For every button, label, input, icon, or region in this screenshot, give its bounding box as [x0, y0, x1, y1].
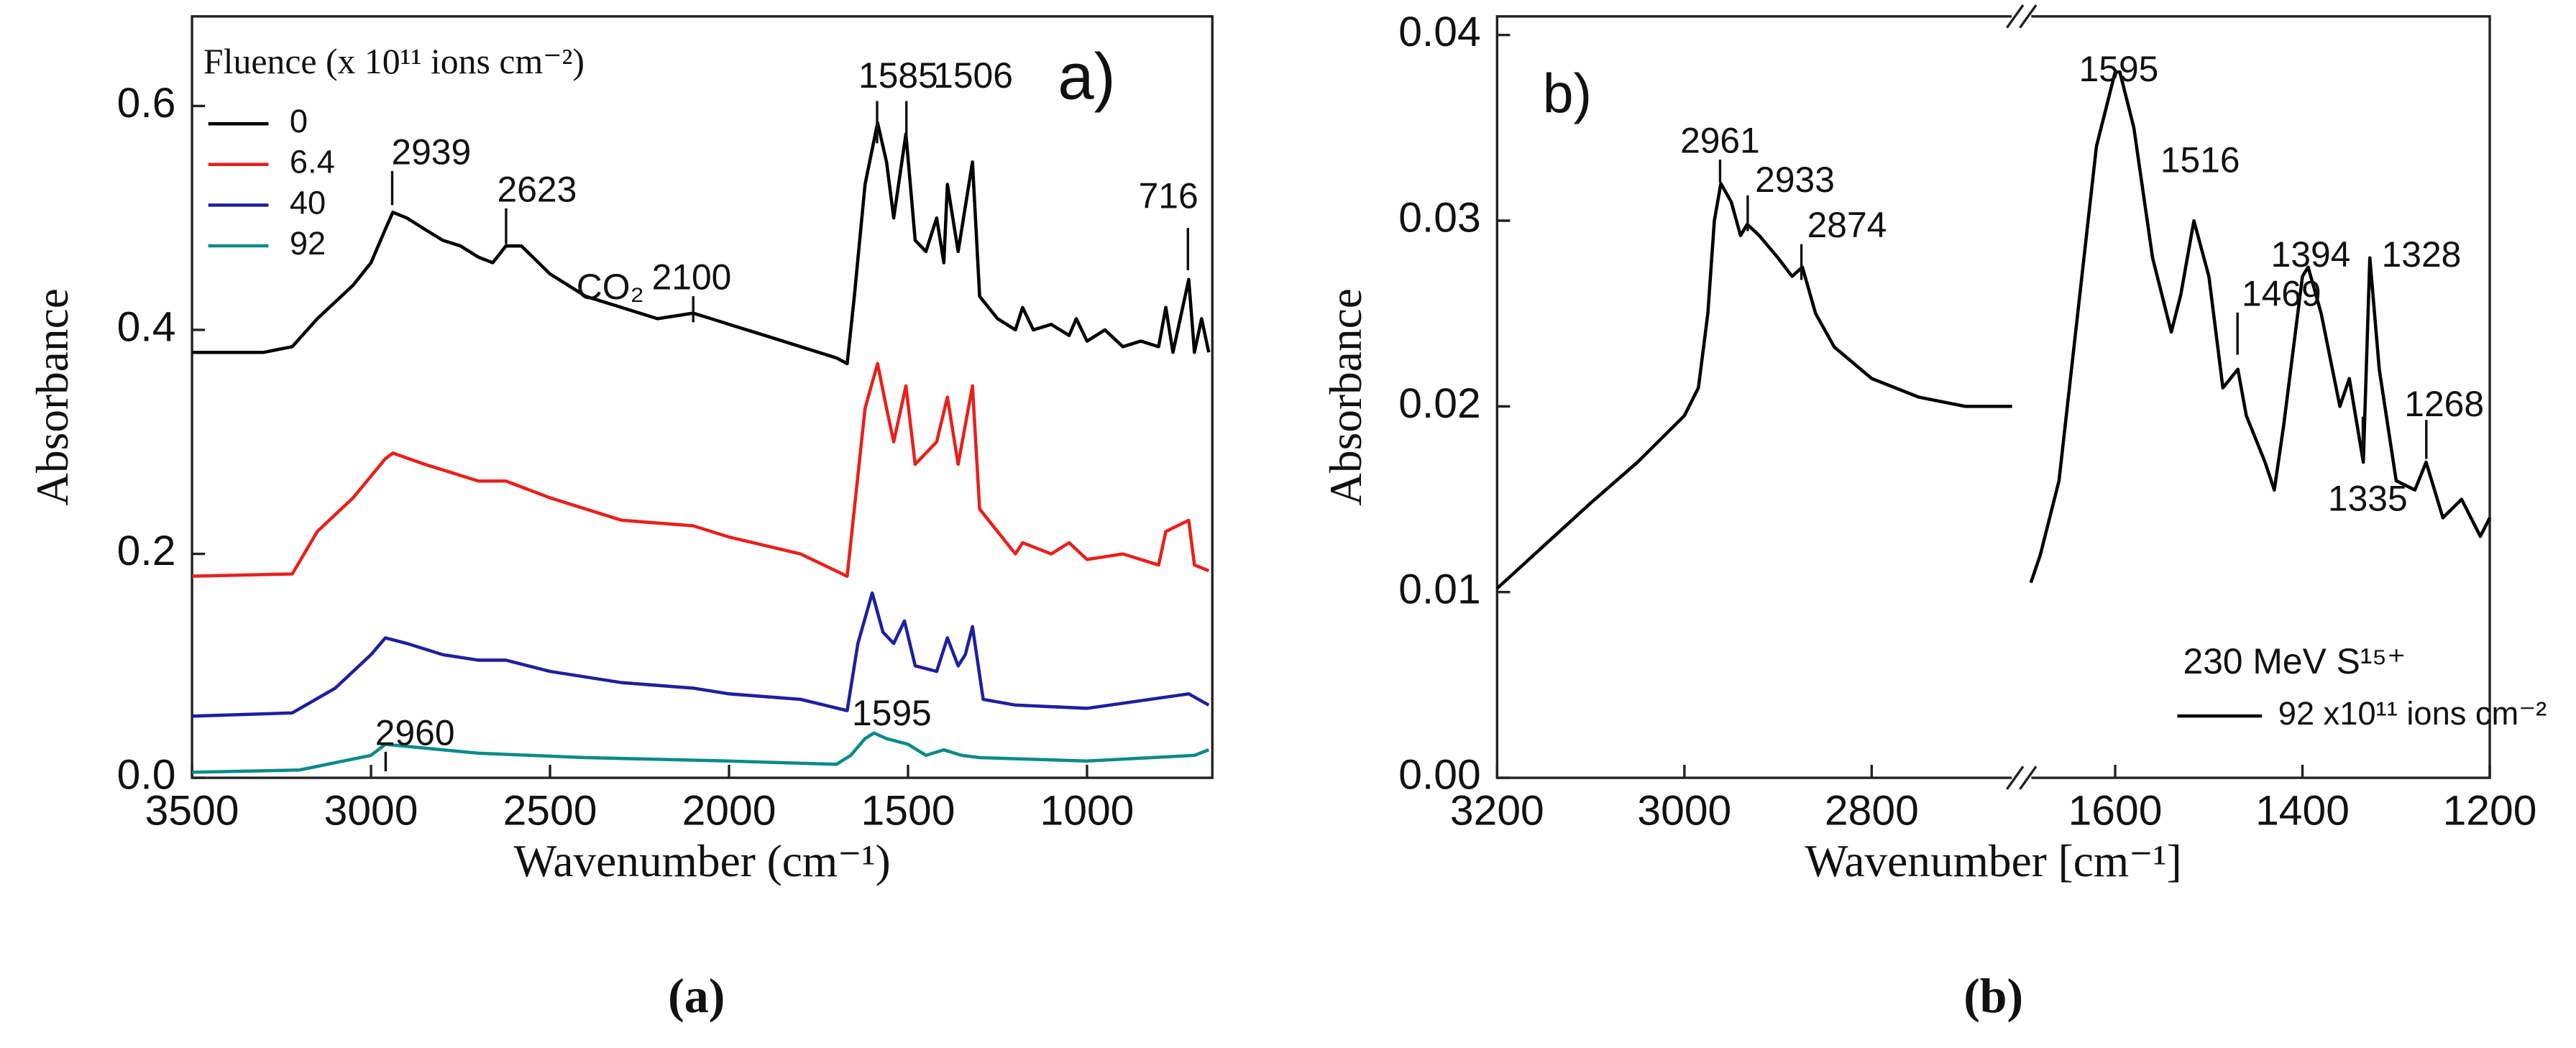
panel-caption: (b)	[1963, 968, 2023, 1023]
annotation: 1268	[2404, 384, 2484, 424]
annotation: 1335	[2328, 478, 2408, 518]
y-tick-label: 0.6	[117, 80, 176, 127]
y-tick-label: 0.03	[1398, 195, 1481, 242]
annotation: 2623	[498, 169, 577, 209]
y-axis-title: Absorbance	[1321, 288, 1371, 506]
panel-label: a)	[1058, 40, 1115, 113]
x-tick-label: 1400	[2255, 787, 2350, 834]
series-line	[192, 731, 1210, 774]
legend-label: 92	[290, 225, 326, 262]
annotation: 2939	[391, 132, 471, 172]
annotation: 2960	[375, 712, 455, 753]
axis-break-mark	[2006, 766, 2025, 790]
x-axis-title: Wavenumber (cm⁻¹)	[514, 836, 891, 886]
x-tick-label: 1200	[2443, 787, 2537, 834]
y-tick-label: 0.01	[1398, 566, 1481, 612]
legend-title: Fluence (x 10¹¹ ions cm⁻²)	[203, 42, 585, 81]
x-tick-label: 3500	[145, 787, 239, 834]
axis-break-mark	[2019, 4, 2038, 29]
series-line	[192, 362, 1210, 578]
series-line	[192, 591, 1210, 718]
y-tick-label: 0.04	[1398, 9, 1481, 55]
annotation: 2933	[1755, 160, 1835, 200]
y-tick-label: 0.0	[117, 752, 176, 799]
annotation: 1516	[2160, 140, 2240, 180]
x-tick-label: 1000	[1040, 787, 1135, 834]
legend-label: 40	[290, 184, 326, 221]
axis-break-mark	[2006, 4, 2025, 29]
annotation: 1595	[2079, 49, 2159, 89]
x-tick-label: 3200	[1450, 787, 1544, 834]
y-axis-title: Absorbance	[27, 288, 78, 506]
x-tick-label: 3000	[1637, 787, 1731, 834]
y-tick-label: 0.2	[117, 528, 176, 574]
annotation: 1469	[2242, 273, 2321, 313]
annotation: 1394	[2271, 234, 2351, 275]
y-tick-label: 0.00	[1398, 752, 1481, 799]
x-tick-label: 1600	[2068, 787, 2163, 834]
plot-frame	[1495, 15, 2491, 779]
annotation: 1506	[933, 55, 1013, 96]
y-tick-label: 0.02	[1398, 380, 1481, 427]
x-axis-title: Wavenumber [cm⁻¹]	[1805, 836, 2182, 886]
legend-label: 6.4	[290, 144, 335, 180]
annotation: 230 MeV S¹⁵⁺	[2183, 641, 2406, 681]
annotation: 1595	[852, 693, 932, 733]
annotation: 1328	[2382, 234, 2462, 275]
series-line	[192, 121, 1211, 366]
annotation: 716	[1139, 175, 1198, 216]
x-tick-label: 2000	[682, 787, 776, 834]
panel-label: b)	[1543, 63, 1592, 124]
x-tick-label: 2500	[503, 787, 597, 834]
x-tick-label: 3000	[324, 787, 418, 834]
series-line	[1495, 70, 2492, 590]
plot-frame	[191, 15, 1214, 779]
x-tick-label: 2800	[1825, 787, 1919, 834]
panel-caption: (a)	[668, 968, 725, 1023]
legend-label: 92 x10¹¹ ions cm⁻²	[2278, 695, 2547, 732]
axis-break-mark	[2019, 766, 2038, 790]
annotation: 2100	[652, 257, 732, 298]
annotation: 2961	[1680, 121, 1760, 161]
y-tick-label: 0.4	[117, 304, 176, 351]
x-tick-label: 1500	[861, 787, 955, 834]
legend-label: 0	[290, 103, 308, 139]
annotation: CO₂	[577, 267, 644, 307]
annotation: 1585	[858, 55, 938, 96]
annotation: 2874	[1807, 205, 1887, 245]
